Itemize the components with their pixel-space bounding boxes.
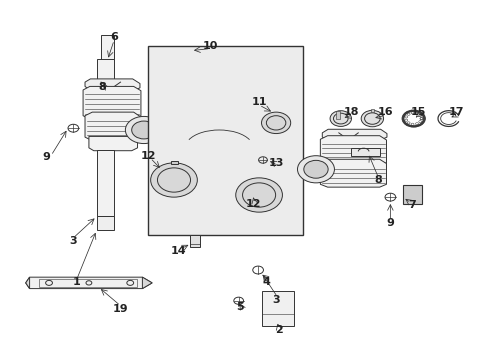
Bar [97,59,114,81]
Text: 8: 8 [99,82,106,92]
Text: 13: 13 [268,158,283,168]
Text: 4: 4 [262,277,270,287]
Bar [371,109,373,112]
Polygon shape [26,277,152,289]
Text: 9: 9 [386,218,393,228]
Text: 8: 8 [374,175,381,185]
Bar [148,46,302,235]
Text: 11: 11 [251,97,266,107]
Text: 7: 7 [407,200,415,210]
Bar [335,111,339,118]
Circle shape [261,112,290,134]
Circle shape [297,156,334,183]
Circle shape [303,160,327,178]
Polygon shape [142,277,152,289]
Polygon shape [322,129,386,140]
Circle shape [131,121,156,139]
Bar [262,291,293,326]
Circle shape [329,111,351,126]
Text: 17: 17 [447,107,463,117]
Circle shape [150,163,197,197]
Text: 19: 19 [112,303,128,314]
Text: 18: 18 [343,107,359,117]
Polygon shape [26,277,30,289]
Text: 1: 1 [73,277,81,287]
Text: 3: 3 [272,295,279,305]
Bar [97,150,114,216]
Polygon shape [89,136,137,151]
Text: 6: 6 [110,32,118,42]
Polygon shape [320,159,386,187]
Text: 5: 5 [235,302,243,312]
Text: 3: 3 [69,236,77,246]
Text: 12: 12 [245,199,261,209]
Text: 2: 2 [274,325,282,335]
Polygon shape [83,86,141,119]
Circle shape [361,111,383,127]
Text: 10: 10 [203,41,218,51]
Polygon shape [85,79,140,91]
Text: 15: 15 [410,107,426,117]
Bar [190,235,200,247]
Bar [39,279,136,287]
Circle shape [235,178,282,212]
Text: 16: 16 [377,107,392,117]
Bar [402,185,421,204]
Bar [351,148,379,156]
Text: 14: 14 [171,246,186,256]
Polygon shape [85,112,140,141]
Text: 9: 9 [42,152,50,162]
Polygon shape [320,136,386,167]
Bar [101,35,114,60]
Bar [97,216,114,230]
Circle shape [125,116,162,144]
Bar [170,161,178,164]
Text: 12: 12 [140,151,156,161]
Polygon shape [152,105,292,232]
